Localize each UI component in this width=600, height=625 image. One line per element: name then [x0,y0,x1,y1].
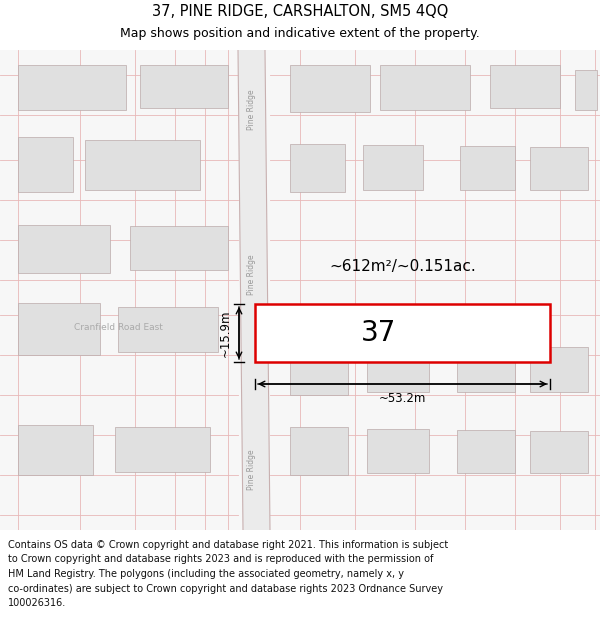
Bar [18,65,126,110]
Bar [130,226,228,270]
Bar [460,146,515,190]
Bar [140,65,228,108]
Bar [367,344,429,392]
Bar [363,145,423,190]
Text: co-ordinates) are subject to Crown copyright and database rights 2023 Ordnance S: co-ordinates) are subject to Crown copyr… [8,584,443,594]
Text: Pine Ridge: Pine Ridge [247,89,256,130]
Bar [530,147,588,190]
Text: Cranfield Road East: Cranfield Road East [74,324,163,332]
Bar [290,427,348,475]
Bar [255,304,550,362]
Bar [118,307,218,352]
Bar [115,427,210,472]
Bar [18,425,93,475]
Bar [530,347,588,392]
Text: 37, PINE RIDGE, CARSHALTON, SM5 4QQ: 37, PINE RIDGE, CARSHALTON, SM5 4QQ [152,4,448,19]
Bar [290,65,370,112]
Text: 100026316.: 100026316. [8,598,66,608]
Bar [85,140,200,190]
Bar [490,65,560,108]
Text: ~15.9m: ~15.9m [218,309,232,357]
Bar [18,137,73,192]
Text: Pine Ridge: Pine Ridge [247,450,256,490]
Bar [18,225,110,273]
Bar [290,144,345,192]
Polygon shape [238,50,270,530]
Bar [367,429,429,473]
Text: Map shows position and indicative extent of the property.: Map shows position and indicative extent… [120,28,480,41]
Text: 37: 37 [361,319,397,347]
Text: to Crown copyright and database rights 2023 and is reproduced with the permissio: to Crown copyright and database rights 2… [8,554,433,564]
Bar [290,343,348,395]
Bar [457,346,515,392]
Text: Contains OS data © Crown copyright and database right 2021. This information is : Contains OS data © Crown copyright and d… [8,540,448,550]
Text: Pine Ridge: Pine Ridge [247,255,256,295]
Text: ~612m²/~0.151ac.: ~612m²/~0.151ac. [329,259,476,274]
Text: ~53.2m: ~53.2m [379,391,426,404]
Bar [380,65,470,110]
Bar [457,430,515,473]
Bar [530,431,588,473]
Text: HM Land Registry. The polygons (including the associated geometry, namely x, y: HM Land Registry. The polygons (includin… [8,569,404,579]
Bar [18,303,100,355]
Bar [575,70,597,110]
